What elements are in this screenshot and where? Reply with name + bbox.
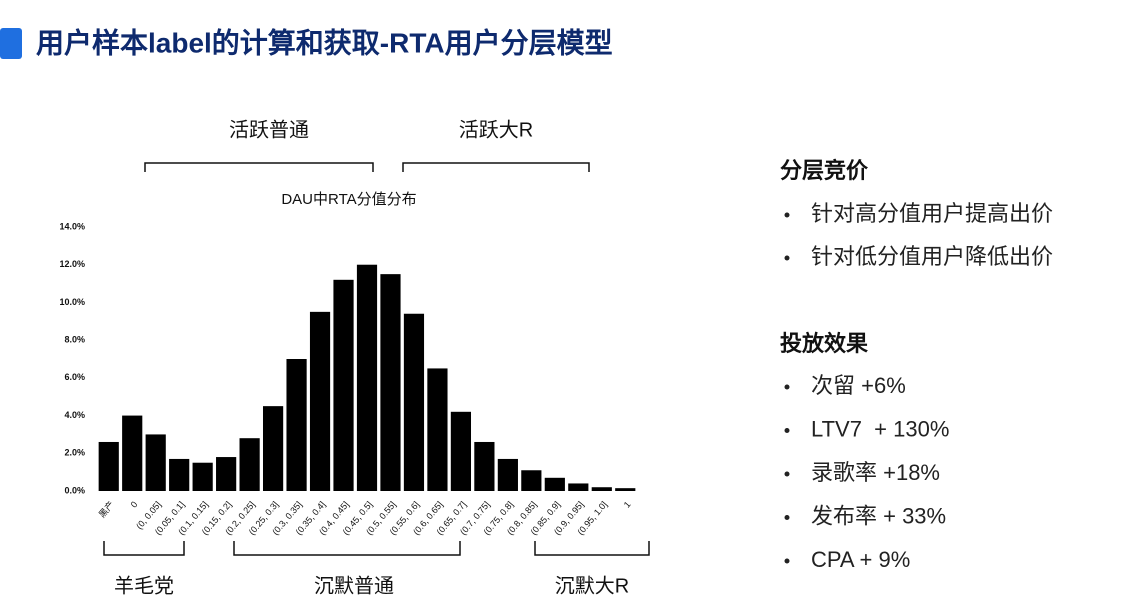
y-tick-label: 10.0% bbox=[59, 297, 85, 307]
x-tick-label: 黑产 bbox=[96, 499, 116, 520]
x-tick-label: 1 bbox=[622, 499, 633, 509]
y-tick-label: 14.0% bbox=[59, 221, 85, 231]
bullet bbox=[784, 515, 790, 520]
bar bbox=[169, 458, 190, 491]
bar bbox=[309, 311, 331, 491]
bar bbox=[615, 488, 636, 491]
panel-item: 针对高分值用户提高出价 bbox=[811, 201, 1053, 226]
bar bbox=[450, 411, 472, 491]
bar bbox=[427, 368, 448, 491]
bar bbox=[403, 313, 425, 491]
panel-item: CPA + 9% bbox=[811, 547, 910, 572]
bar bbox=[262, 406, 284, 491]
x-tick-label: 0 bbox=[129, 499, 140, 509]
bullet bbox=[784, 558, 790, 564]
bullet bbox=[784, 471, 790, 477]
y-tick-label: 6.0% bbox=[64, 372, 85, 382]
bar bbox=[145, 434, 166, 491]
bracket bbox=[233, 541, 461, 556]
annotation: 沉默大R bbox=[555, 574, 629, 597]
panel-item: LTV7 + 130% bbox=[811, 416, 949, 441]
panel-heading: 投放效果 bbox=[780, 331, 868, 356]
annotation: 活跃普通 bbox=[229, 118, 309, 141]
bracket bbox=[103, 541, 185, 556]
annotation: 羊毛党 bbox=[114, 574, 174, 597]
annotation: 活跃大R bbox=[459, 118, 533, 141]
y-tick-label: 8.0% bbox=[64, 335, 85, 345]
bracket bbox=[402, 162, 590, 172]
bar bbox=[98, 441, 119, 491]
panel-heading: 分层竞价 bbox=[780, 158, 869, 183]
panel-item: 针对低分值用户降低出价 bbox=[811, 244, 1053, 269]
bar bbox=[356, 264, 378, 491]
y-tick-label: 0.0% bbox=[64, 485, 85, 495]
bar bbox=[568, 483, 589, 491]
bullet bbox=[784, 212, 790, 218]
bullet bbox=[784, 384, 790, 390]
bar bbox=[497, 458, 518, 491]
panel-item: 次留 +6% bbox=[811, 373, 906, 398]
bar bbox=[591, 487, 612, 491]
slide-title: 用户样本label的计算和获取-RTA用户分层模型 bbox=[36, 26, 613, 58]
bar bbox=[333, 279, 354, 491]
panel-item: 发布率 + 33% bbox=[811, 503, 946, 528]
bar bbox=[216, 457, 237, 491]
bracket bbox=[534, 541, 650, 556]
bar bbox=[544, 477, 565, 491]
brackets bbox=[103, 162, 650, 556]
panel-item: 录歌率 +18% bbox=[811, 460, 940, 485]
bullet bbox=[784, 428, 790, 433]
y-tick-label: 12.0% bbox=[59, 259, 85, 269]
annotation: 沉默普通 bbox=[314, 574, 394, 597]
bracket bbox=[144, 162, 374, 172]
bar bbox=[521, 470, 542, 491]
bar bbox=[192, 462, 213, 491]
bullet bbox=[784, 255, 790, 261]
bar bbox=[380, 274, 401, 491]
bar bbox=[239, 438, 260, 491]
bar bbox=[122, 415, 143, 491]
bar bbox=[474, 441, 495, 491]
bar bbox=[286, 359, 307, 491]
y-tick-label: 2.0% bbox=[64, 448, 85, 458]
chart-title: DAU中RTA分值分布 bbox=[281, 191, 416, 208]
title-marker bbox=[0, 28, 22, 59]
y-tick-label: 4.0% bbox=[64, 410, 85, 420]
